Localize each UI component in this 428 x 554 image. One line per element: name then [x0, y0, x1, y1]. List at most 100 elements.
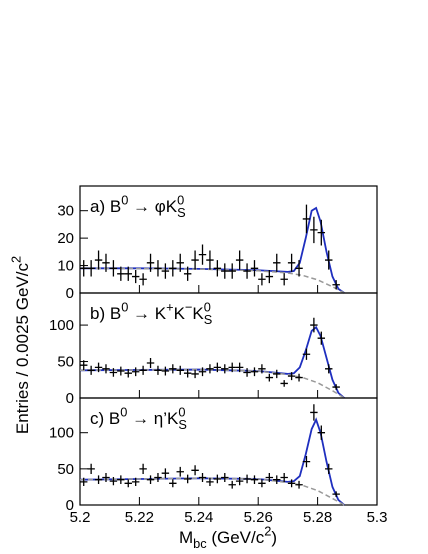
data-point — [139, 273, 147, 286]
data-point — [198, 367, 207, 377]
data-point — [191, 369, 199, 379]
data-point — [325, 463, 333, 474]
text-part: 0 — [178, 404, 185, 419]
data-point — [124, 266, 132, 281]
text-part: − — [185, 299, 192, 314]
data-point — [317, 425, 326, 440]
data-point — [206, 364, 214, 374]
text-part: → η’K — [127, 409, 179, 428]
plot-frame — [79, 397, 378, 506]
data-point — [94, 475, 103, 484]
data-point — [117, 366, 125, 376]
data-point — [302, 204, 311, 234]
data-point — [146, 357, 155, 369]
data-point — [258, 479, 266, 488]
text-part: a) B — [90, 197, 121, 216]
data-point — [183, 474, 192, 484]
data-point — [250, 367, 259, 377]
y-tick-label: 0 — [66, 285, 74, 302]
data-point — [302, 348, 311, 360]
text-part: 2 — [8, 256, 23, 263]
text-part: ) — [271, 528, 277, 547]
data-point — [161, 263, 170, 279]
data-point — [325, 364, 333, 374]
data-point — [228, 263, 236, 279]
y-tick-label: 100 — [49, 425, 74, 442]
text-part: c) B — [90, 409, 120, 428]
x-tick-label: 5.22 — [125, 509, 154, 526]
text-part: + — [166, 299, 173, 314]
data-point — [176, 253, 184, 272]
data-point — [273, 253, 281, 272]
text-part: 0 — [177, 192, 184, 207]
data-point — [213, 260, 222, 277]
data-point — [235, 250, 244, 270]
data-point — [102, 473, 110, 483]
x-tick-label: 5.24 — [184, 509, 213, 526]
y-tick-label: 30 — [57, 203, 74, 220]
panel-label: c) B0 → η’K0 S — [90, 404, 187, 432]
panel-label: a) B0 → φK0 S — [90, 192, 186, 220]
data-point — [287, 479, 296, 488]
data-point — [280, 273, 288, 286]
data-point — [191, 465, 199, 476]
data-point — [131, 367, 140, 377]
data-point — [146, 253, 155, 272]
data-point — [235, 477, 244, 486]
data-point — [265, 373, 274, 382]
data-point — [325, 250, 333, 270]
x-tick-label: 5.26 — [244, 509, 273, 526]
data-point — [280, 473, 288, 483]
data-point — [228, 362, 236, 373]
text-part: S — [204, 312, 213, 327]
data-point — [80, 260, 88, 277]
text-part: → φK — [128, 197, 177, 216]
text-part: K — [174, 304, 186, 323]
data-point — [183, 266, 192, 281]
text-part: → K — [128, 304, 166, 323]
data-point — [169, 364, 177, 374]
data-point — [310, 317, 318, 333]
data-point — [317, 331, 326, 345]
data-point — [243, 263, 251, 279]
data-point — [228, 480, 236, 489]
data-point — [213, 362, 222, 373]
data-point — [206, 477, 214, 486]
fit-curve — [79, 325, 345, 399]
data-point — [154, 260, 162, 277]
text-part: K — [192, 304, 204, 323]
data-point — [117, 266, 125, 281]
data-point — [221, 364, 229, 374]
data-point — [176, 466, 184, 477]
data-point — [176, 365, 184, 375]
data-point — [332, 384, 340, 390]
data-point — [169, 260, 177, 277]
y-tick-label: 0 — [66, 497, 74, 514]
data-point — [161, 468, 170, 478]
data-point — [332, 491, 340, 497]
data-point — [87, 260, 95, 277]
background-curve — [79, 368, 345, 399]
background-curve — [79, 267, 345, 294]
data-point — [302, 456, 311, 468]
y-tick-label: 50 — [57, 354, 74, 371]
data-point — [124, 479, 132, 488]
text-part: M — [179, 528, 193, 547]
data-point — [250, 475, 259, 484]
data-point — [295, 373, 303, 382]
data-point — [317, 219, 326, 246]
data-point — [102, 253, 110, 272]
data-point — [250, 260, 259, 277]
data-point — [109, 368, 118, 377]
data-point — [310, 216, 318, 244]
data-point — [243, 474, 251, 484]
data-point — [169, 479, 177, 488]
data-point — [198, 473, 207, 483]
data-point — [124, 368, 132, 378]
text-part: 0 — [120, 404, 127, 419]
x-tick-label: 5.2 — [70, 509, 91, 526]
x-tick-label: 5.28 — [303, 509, 332, 526]
y-axis-label: Entries / 0.0025 GeV/c2 — [8, 256, 32, 434]
data-point — [198, 244, 207, 265]
